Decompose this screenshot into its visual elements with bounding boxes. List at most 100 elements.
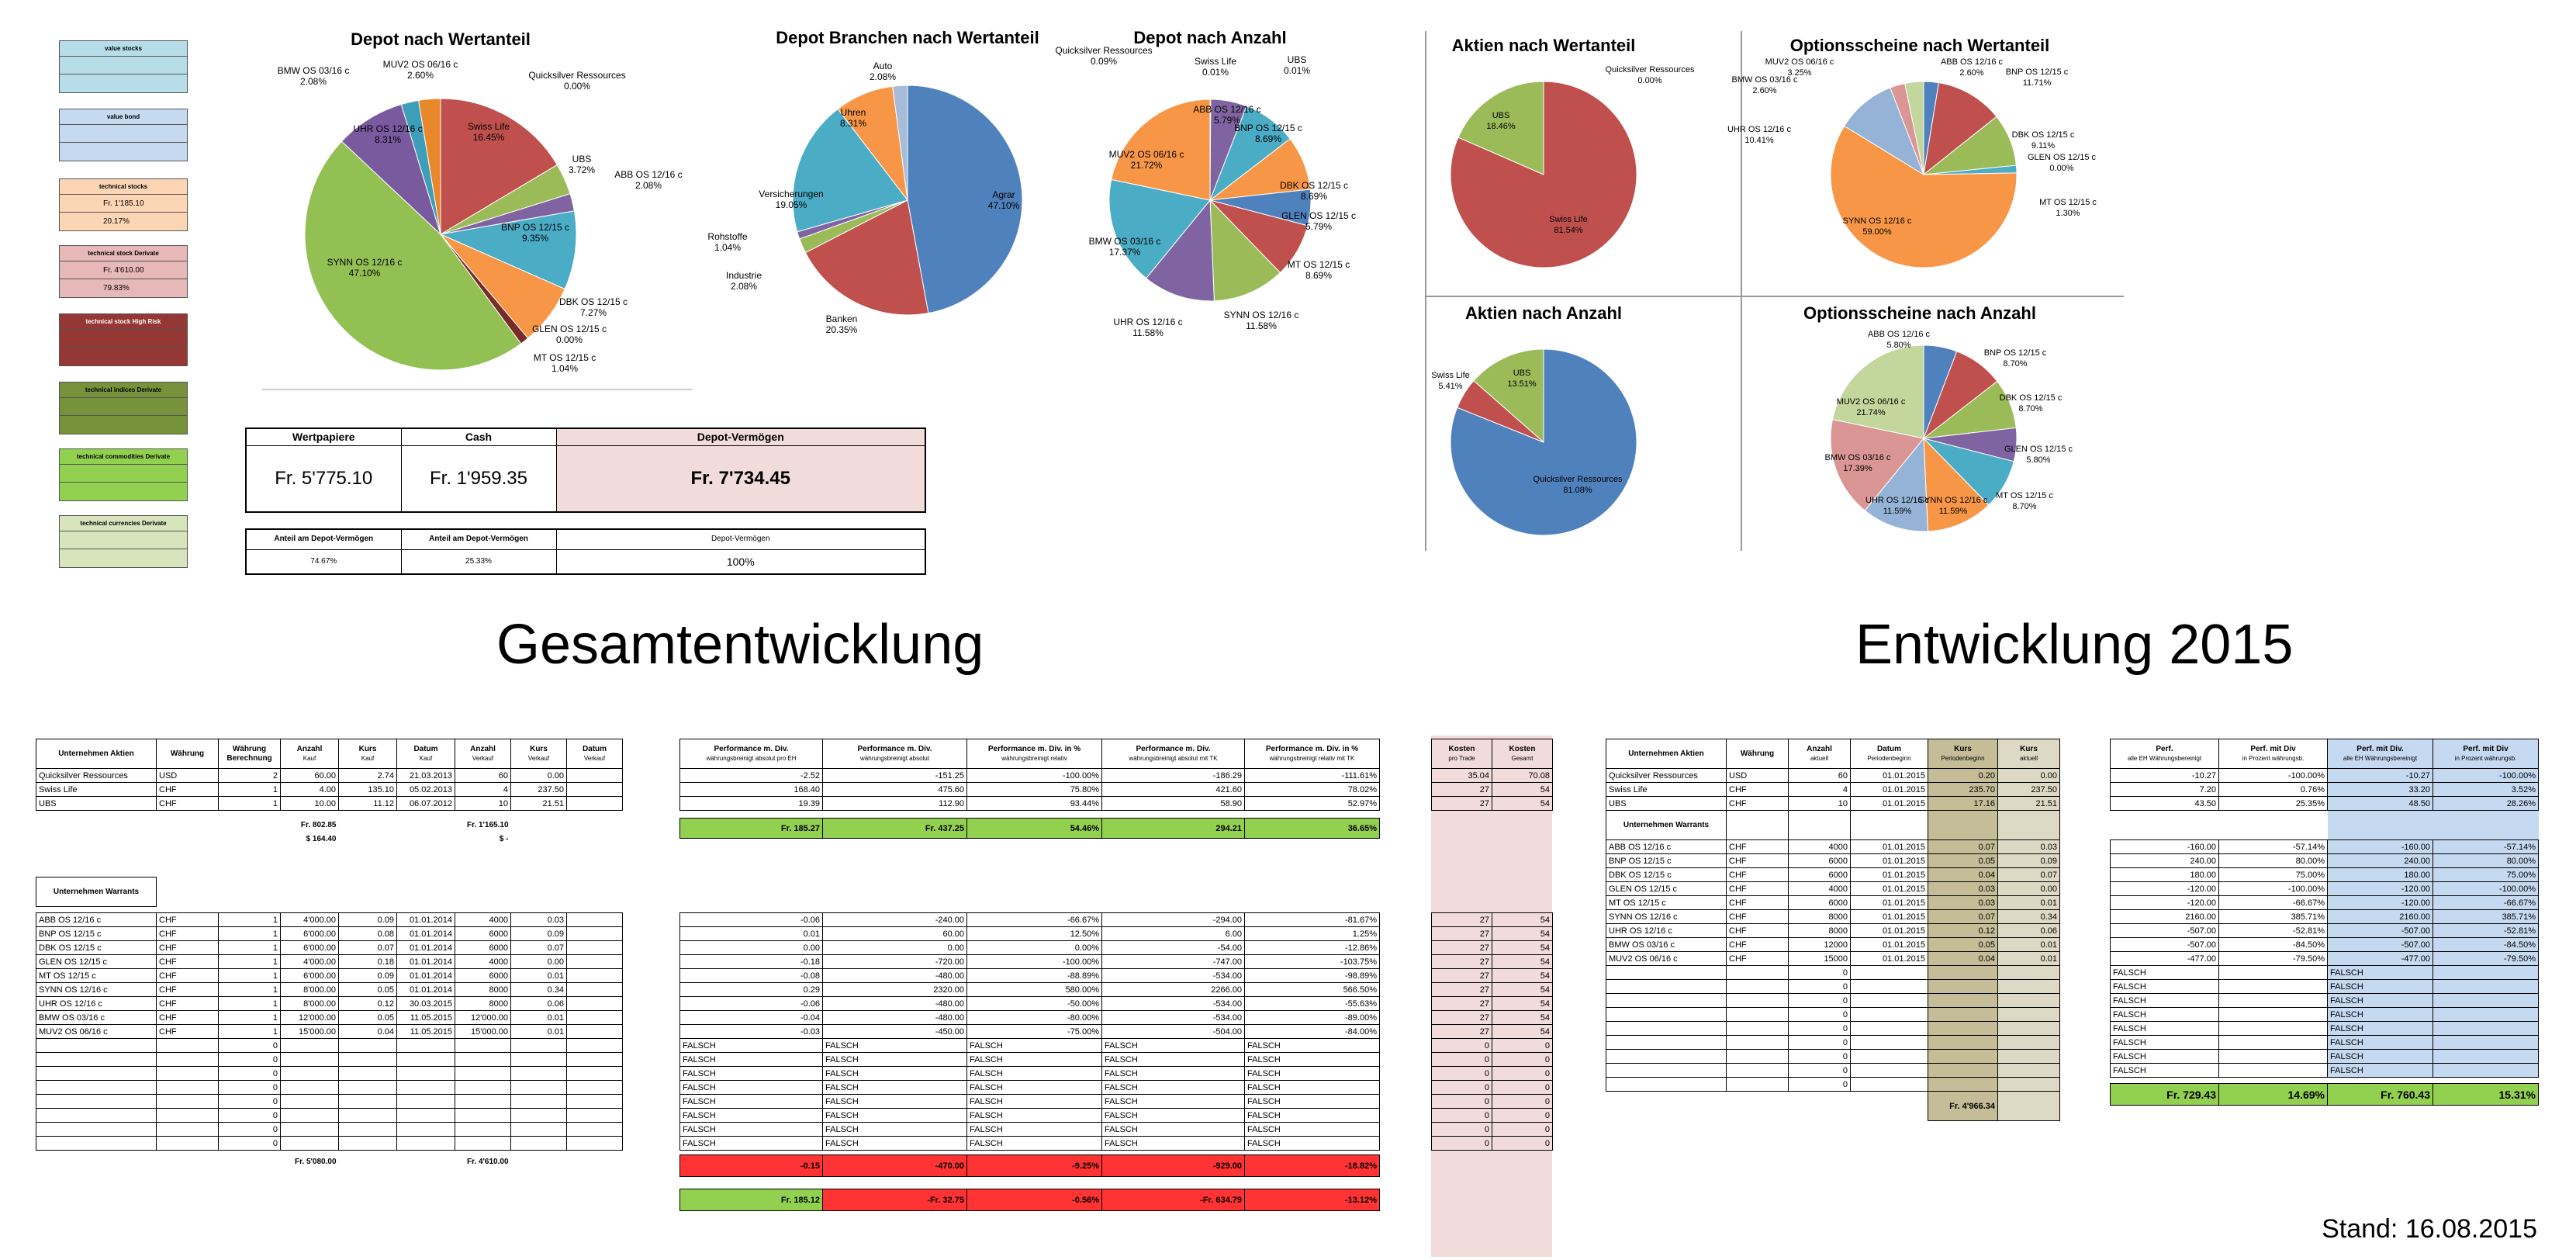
header-label: Datum [582, 744, 607, 753]
table-cell [510, 1052, 567, 1067]
performance-row: 168.40 475.60 75.80% 421.60 78.02% [679, 782, 1380, 797]
header-label: Perf. mit Div [2250, 744, 2296, 753]
period-perf-row: -507.00 -84.50% -507.00 -84.50% [2110, 937, 2539, 952]
header-sublabel: Periodenbeginn [1941, 754, 1985, 762]
cost-row: 27 54 [1431, 954, 1553, 969]
chart-data-label: Versicherungen 19.05% [737, 189, 845, 210]
period-empty-row: 0 [1606, 1077, 2060, 1092]
table-header: Unternehmen Aktien [36, 739, 157, 769]
table-cell: 21.51 [510, 796, 567, 811]
header-sublabel: währungsbreinigt relativ [1001, 754, 1067, 762]
table-cell: 1 [218, 996, 281, 1011]
table-cell [2218, 1007, 2328, 1022]
table-cell [2433, 979, 2539, 994]
table-cell: 54 [1492, 912, 1553, 927]
table-cell [219, 819, 281, 832]
spacer-cell [281, 846, 339, 878]
table-cell: 0.34 [1997, 909, 2060, 924]
chart-data-label: SYNN OS 12/16 c 11.58% [1207, 310, 1316, 331]
table-cell: 0 [1492, 1122, 1553, 1137]
stand-date: Stand: 16.08.2015 [2322, 1214, 2537, 1244]
table-header-row: Unternehmen Aktien Währung Anzahl aktuell Da… [1606, 739, 2060, 769]
falsch-row: FALSCH FALSCH [2110, 1049, 2539, 1064]
table-cell: 0 [1431, 1066, 1492, 1081]
table-cell: 35.04 [1431, 768, 1492, 783]
table-cell: 0.01 [510, 968, 567, 983]
table-cell: 2320.00 [822, 982, 967, 997]
spacer-cell [1432, 819, 1492, 839]
table-cell: 25.35% [2218, 796, 2328, 811]
table-cell: 1 [218, 796, 281, 811]
table-cell [510, 1094, 567, 1109]
cost-row: 27 54 [1431, 782, 1553, 797]
table-cell: FALSCH [2110, 1021, 2219, 1036]
spacer-cell [281, 811, 339, 819]
header-label: Kosten [1448, 744, 1475, 753]
table-cell: 27 [1431, 982, 1492, 997]
chart-label-name: BNP OS 12/15 c [1234, 123, 1302, 133]
chart-label-name: BMW OS 03/16 c [1824, 453, 1891, 462]
table-cell: FALSCH [1244, 1080, 1380, 1095]
chart-label-name: Swiss Life [1194, 56, 1237, 67]
table-cell: FALSCH [1101, 1052, 1245, 1067]
header-label: Anzahl [296, 744, 323, 753]
table-cell: 1 [218, 954, 281, 969]
spacer-cell [680, 811, 823, 819]
chart-label-name: SYNN OS 12/16 c [327, 257, 403, 268]
table-cell: FALSCH [2327, 1007, 2433, 1022]
table-cell: 1 [218, 940, 281, 955]
table-cell [511, 819, 567, 832]
table-cell: -0.06 [679, 996, 823, 1011]
table-cell: GLEN OS 12/15 c [36, 954, 157, 969]
table-cell: FALSCH [1101, 1122, 1245, 1137]
table-cell: CHF [156, 782, 219, 797]
pie-slice [1830, 418, 1924, 511]
pie-slice [1904, 81, 1924, 175]
table-cell [36, 1038, 157, 1053]
chart-data-label: Swiss Life 5.41% [1396, 370, 1505, 392]
table-cell: Fr. 185.12 [679, 1189, 823, 1211]
table-cell: 0 [218, 1052, 281, 1067]
table-cell [280, 1108, 339, 1123]
chart-label-name: MT OS 12/15 c [1287, 259, 1350, 270]
table-cell [339, 832, 397, 846]
falsch-row: FALSCH FALSCH FALSCH FALSCH FALSCH [679, 1122, 1380, 1137]
table-cell: CHF [156, 940, 219, 955]
table-cell: 11.05.2015 [396, 1010, 455, 1025]
chart-label-value: 2.60% [406, 70, 434, 81]
chart-label-name: Quicksilver Ressources [528, 70, 626, 81]
table-header: Kurs Verkauf [510, 739, 567, 769]
table-cell: 0 [1788, 979, 1851, 994]
table-cell: 0.00 [1997, 768, 2060, 783]
table-cell: 0 [1492, 1136, 1553, 1151]
chart-label-value: 8.31% [839, 118, 867, 129]
table-cell: FALSCH [966, 1052, 1102, 1067]
table-cell [2218, 1035, 2328, 1050]
spacer-cell [397, 878, 455, 907]
table-cell [2433, 1063, 2539, 1078]
table-cell [1850, 1049, 1928, 1064]
table-cell: Quicksilver Ressources [1606, 768, 1727, 783]
pie-slice [439, 210, 577, 290]
spacer-cell [1245, 1177, 1380, 1189]
table-cell [1928, 1007, 1998, 1022]
chart-label-name: UHR OS 12/16 c [1865, 496, 1929, 505]
chart-title: Optionsscheine nach Wertanteil [1789, 36, 2050, 55]
table-cell [1726, 1063, 1789, 1078]
table-cell: 01.01.2015 [1850, 867, 1928, 882]
table-cell: FALSCH [1244, 1052, 1380, 1067]
cost-row: 27 54 [1431, 912, 1553, 927]
warrant-row: BMW OS 03/16 c CHF 1 12'000.00 0.05 11.05.201… [36, 1010, 623, 1025]
chart-data-label: BMW OS 03/16 c 2.08% [259, 65, 368, 87]
table-cell: 0 [1431, 1108, 1492, 1123]
table-cell: 2 [218, 768, 281, 783]
table-cell: FALSCH [679, 1122, 823, 1137]
table-cell: FALSCH [679, 1052, 823, 1067]
table-cell: 54 [1492, 1010, 1553, 1025]
table-cell: 0.09 [1997, 853, 2060, 868]
period-sum-value: Fr. 4'966.34 [1928, 1091, 1998, 1121]
table-cell: 475.60 [822, 782, 967, 797]
table-cell [396, 1038, 455, 1053]
